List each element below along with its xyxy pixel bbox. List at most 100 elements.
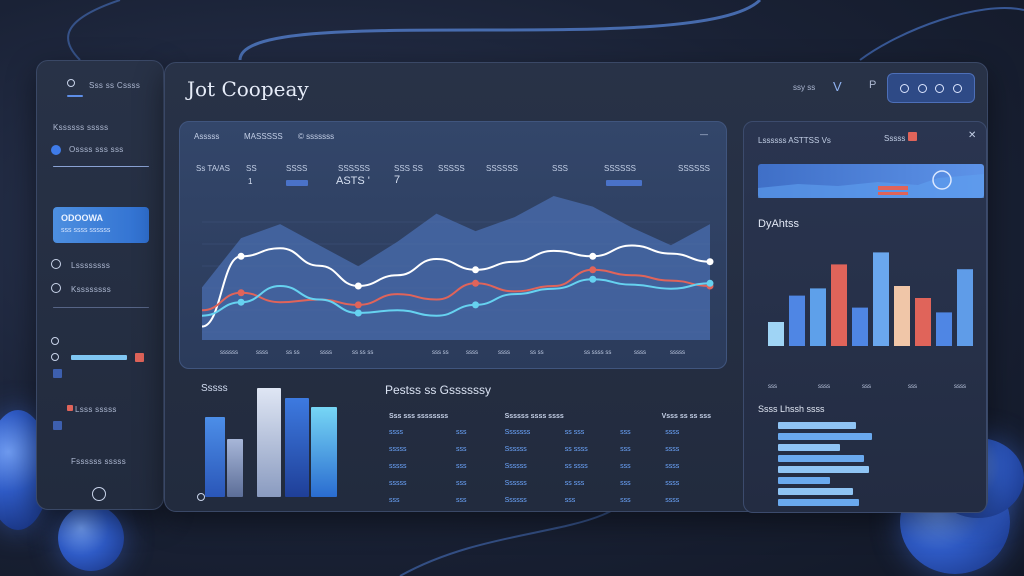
table-header: Sss sss ssssssss [389, 413, 449, 420]
table-cell: ssss [665, 429, 680, 436]
col-label: SSSSSS [338, 164, 371, 173]
data-point[interactable] [354, 282, 362, 290]
data-point[interactable] [706, 279, 714, 287]
chart-title-3: © sssssss [298, 132, 335, 141]
table-cell: sss [455, 429, 467, 436]
circle-icon[interactable] [197, 493, 205, 501]
data-point[interactable] [472, 301, 480, 309]
square-icon [53, 369, 62, 378]
sidebar-item-5[interactable]: Fssssss sssss [71, 457, 127, 466]
horizontal-bar[interactable] [778, 455, 864, 462]
summary-banner [758, 164, 984, 198]
circle-icon[interactable] [92, 487, 106, 501]
stat-value-1: 1 [248, 177, 253, 186]
data-point[interactable] [354, 309, 362, 317]
radio-icon[interactable] [51, 259, 61, 269]
more-icon[interactable]: ― [700, 130, 708, 139]
table-title: Pestss ss Gssssssy [385, 383, 492, 397]
bar[interactable] [311, 407, 337, 497]
horizontal-bar[interactable] [778, 444, 840, 451]
bar[interactable] [768, 322, 784, 346]
close-icon[interactable]: ✕ [968, 130, 977, 141]
x-axis-label: sss [908, 384, 917, 390]
x-axis-label: ssss [818, 384, 830, 390]
header-label-3[interactable]: P [869, 79, 877, 91]
horizontal-bar[interactable] [778, 477, 830, 484]
bar[interactable] [873, 252, 889, 346]
right-panel-title: Lssssss ASTTSS Vs [758, 136, 831, 145]
x-axis-label: ss ssss ss [584, 350, 612, 356]
data-point[interactable] [237, 252, 245, 260]
radio-icon[interactable] [51, 145, 61, 155]
data-point[interactable] [589, 275, 597, 283]
table-cell: ssss [665, 463, 680, 470]
stat-chip [606, 180, 642, 186]
bar[interactable] [810, 288, 826, 346]
divider [67, 95, 83, 97]
table-cell: ssss [665, 446, 680, 453]
radio-icon[interactable] [51, 337, 59, 345]
bar[interactable] [852, 307, 868, 346]
stat-value-3: 7 [394, 174, 401, 186]
bar[interactable] [831, 264, 847, 346]
radio-icon[interactable] [51, 353, 59, 361]
sidebar: Sss ss Cssss Kssssss sssss Ossss sss sss… [36, 60, 164, 510]
horizontal-bar[interactable] [778, 499, 859, 506]
horizontal-bar[interactable] [778, 488, 853, 495]
square-icon [67, 405, 73, 411]
sidebar-item-3[interactable]: Kssssssss [71, 285, 112, 294]
data-point[interactable] [589, 266, 597, 274]
bar[interactable] [205, 417, 225, 497]
radio-icon[interactable] [67, 79, 75, 87]
data-point[interactable] [237, 289, 245, 297]
x-axis-label: ssss [634, 350, 646, 356]
sidebar-item-2[interactable]: Lssssssss [71, 261, 111, 270]
x-axis-label: sssss [670, 350, 685, 356]
data-point[interactable] [706, 258, 714, 266]
data-point[interactable] [589, 252, 597, 260]
radio-icon[interactable] [51, 283, 61, 293]
help-icon[interactable] [952, 83, 962, 93]
table-row[interactable]: ssss sss Sssssss ss sss sss ssss [385, 429, 715, 446]
bar[interactable] [257, 388, 281, 497]
sidebar-item-4[interactable]: Lsss sssss [75, 405, 117, 414]
table-row[interactable]: sssss sss Ssssss ss ssss sss ssss [385, 446, 715, 463]
circle-icon[interactable] [917, 83, 927, 93]
circle-icon[interactable] [935, 83, 945, 93]
bar[interactable] [957, 269, 973, 346]
bar[interactable] [227, 439, 243, 497]
right-panel-label: Sssss [884, 134, 906, 143]
data-point[interactable] [472, 266, 480, 274]
data-point[interactable] [237, 298, 245, 306]
app-title: Jot Coopeay [187, 77, 309, 101]
data-point[interactable] [354, 301, 362, 309]
bar[interactable] [915, 298, 931, 346]
horizontal-bar[interactable] [778, 422, 856, 429]
table-row[interactable]: sss sss Ssssss sss sss ssss [385, 497, 715, 514]
main-window: Jot Coopeay ssy ss V P Asssss MASSSSS © … [164, 62, 988, 514]
bar[interactable] [936, 312, 952, 346]
col-label: SSS [552, 164, 569, 173]
x-axis-label: ssss [256, 350, 268, 356]
chevron-down-icon[interactable]: V [833, 79, 842, 94]
header-label-1[interactable]: ssy ss [793, 83, 816, 92]
divider [53, 307, 149, 308]
table-cell: sss [389, 497, 400, 504]
circle-icon[interactable] [900, 83, 910, 93]
bar[interactable] [894, 286, 910, 346]
horizontal-bar[interactable] [778, 466, 869, 473]
sidebar-item-1[interactable]: Ossss sss sss [69, 145, 124, 154]
table-row[interactable]: sssss sss Ssssss ss sss sss ssss [385, 480, 715, 497]
table-cell: Ssssss [504, 446, 527, 453]
bar[interactable] [285, 398, 309, 497]
x-axis-label: ss ss ss [352, 350, 374, 356]
bar[interactable] [789, 295, 805, 346]
data-table: Sss sss ssssssss Ssssss ssss ssss Vsss s… [385, 413, 715, 514]
horizontal-bar[interactable] [778, 433, 872, 440]
table-cell: sss [620, 446, 631, 453]
data-point[interactable] [472, 279, 480, 287]
table-row[interactable]: sssss sss Ssssss ss ssss sss ssss [385, 463, 715, 480]
sidebar-item-active[interactable]: ODOOWA sss ssss ssssss [53, 207, 149, 243]
header-action-pill[interactable] [887, 73, 975, 103]
series-line-1 [201, 268, 711, 312]
